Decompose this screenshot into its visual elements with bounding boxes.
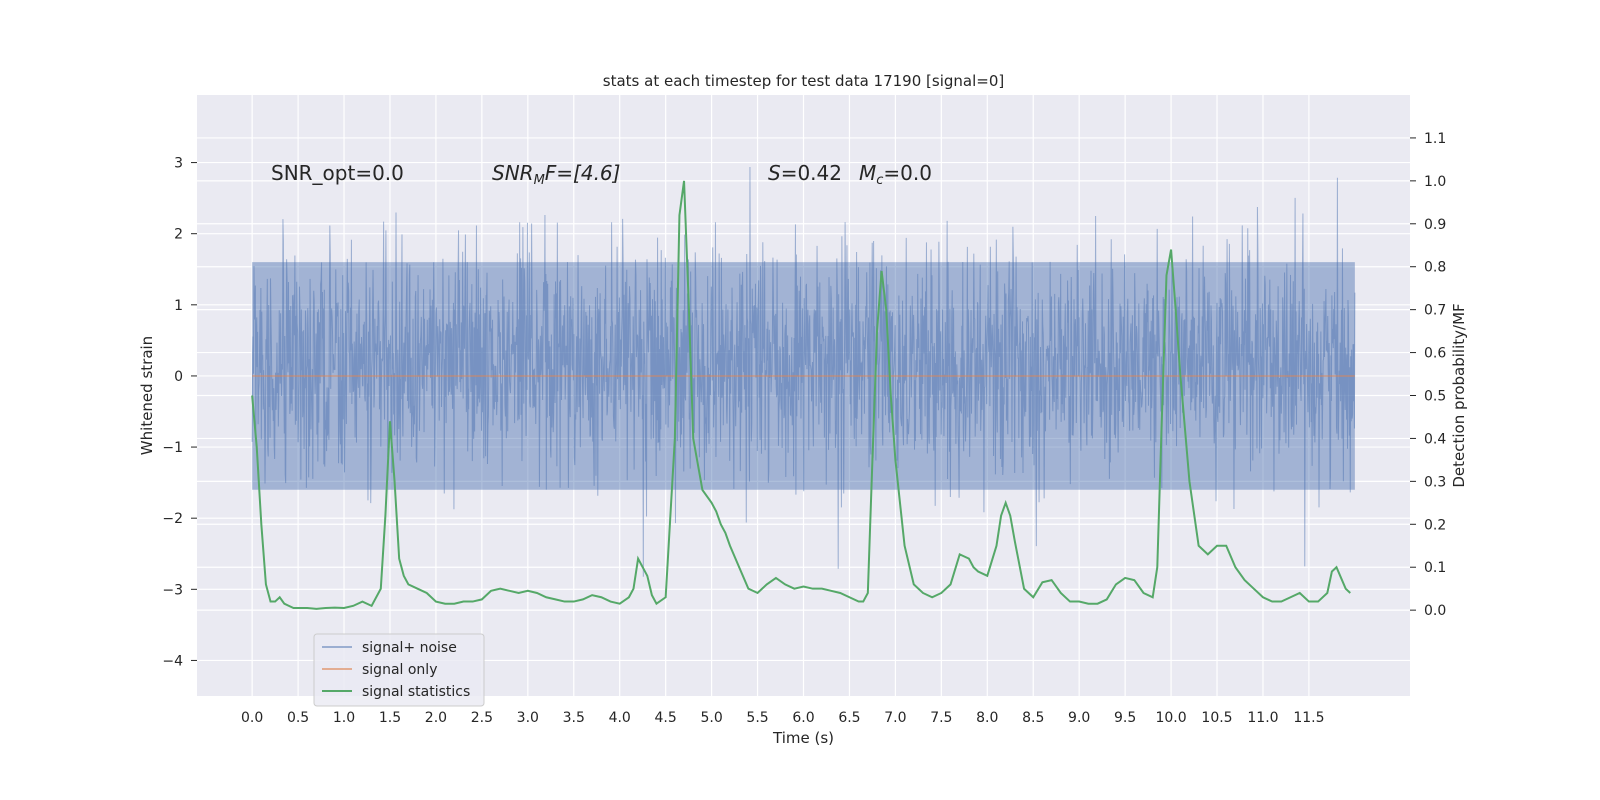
y-right-tick-label-5: 0.6 (1424, 346, 1446, 362)
annotation-snr-mf-main: SNR (492, 161, 534, 185)
y-right-tick-label-2: 0.9 (1424, 217, 1446, 233)
series-signal-noise (251, 167, 1356, 577)
x-tick-label-13: 6.5 (838, 710, 860, 726)
x-tick-label-7: 3.5 (563, 710, 585, 726)
y-right-tick-label-3: 0.8 (1424, 260, 1446, 276)
annotation-snr-mf-rest: F=[4.6] (545, 161, 621, 185)
y-left-tick-label-3: 0 (174, 369, 183, 385)
y-right-tick-label-11: 0.0 (1424, 603, 1446, 619)
x-tick-label-20: 10.0 (1155, 710, 1186, 726)
y-left-tick-label-6: −3 (162, 582, 183, 598)
annotation-mc-var: M (859, 161, 876, 185)
x-tick-label-15: 7.5 (930, 710, 952, 726)
x-tick-label-18: 9.0 (1068, 710, 1090, 726)
x-tick-label-1: 0.5 (287, 710, 309, 726)
legend-label-signal-noise: signal+ noise (362, 640, 457, 656)
annotation-mc: Mc=0.0 (859, 161, 932, 188)
annotation-mc-val: =0.0 (883, 161, 932, 185)
y-left-tick-label-4: −1 (162, 440, 183, 456)
series-signal-statistics (251, 180, 1351, 610)
x-tick-label-5: 2.5 (471, 710, 493, 726)
chart-title: stats at each timestep for test data 171… (603, 72, 1004, 90)
y-left-tick-label-0: 3 (174, 156, 183, 172)
grid (197, 95, 1410, 696)
x-tick-label-16: 8.0 (976, 710, 998, 726)
y-right-axis-label: Detection probability/MF (1450, 303, 1468, 487)
y-right-tick-label-1: 1.0 (1424, 174, 1446, 190)
x-tick-label-21: 10.5 (1201, 710, 1232, 726)
legend: signal+ noise signal only signal statist… (313, 633, 485, 707)
y-right-tick-label-6: 0.5 (1424, 389, 1446, 405)
x-tick-label-10: 5.0 (700, 710, 722, 726)
y-right-tick-label-10: 0.1 (1424, 560, 1446, 576)
x-axis-ticks: 0.0 0.5 1.0 1.5 2.0 2.5 3.0 3.5 4.0 4.5 5.0 5.5 6.0 6… (241, 710, 1324, 726)
y-left-tick-label-2: 1 (174, 298, 183, 314)
annotation-snr-mf-sub: M (534, 173, 545, 188)
y-left-tick-label-1: 2 (174, 227, 183, 243)
y-right-tick-label-8: 0.3 (1424, 474, 1446, 490)
x-tick-label-22: 11.0 (1247, 710, 1278, 726)
legend-label-signal-only: signal only (362, 662, 437, 678)
annotation-s-val: =0.42 (781, 161, 842, 185)
y-right-tick-label-4: 0.7 (1424, 303, 1446, 319)
series-layer (251, 180, 1355, 610)
y-left-axis-label: Whitened strain (138, 336, 156, 455)
x-tick-label-6: 3.0 (517, 710, 539, 726)
y-right-tick-label-9: 0.2 (1424, 517, 1446, 533)
y-left-tick-label-7: −4 (162, 653, 183, 669)
x-tick-label-11: 5.5 (746, 710, 768, 726)
x-tick-label-12: 6.0 (792, 710, 814, 726)
x-tick-label-9: 4.5 (655, 710, 677, 726)
y-left-tick-label-5: −2 (162, 511, 183, 527)
y-left-axis-ticks: 3 2 1 0 −1 −2 −3 −4 (162, 156, 197, 669)
y-right-tick-label-0: 1.1 (1424, 131, 1446, 147)
annotation-mc-sub: c (876, 173, 883, 188)
legend-box (313, 633, 485, 707)
annotation-snr-opt: SNR_opt=0.0 (271, 161, 404, 185)
x-tick-label-14: 7.0 (884, 710, 906, 726)
x-tick-label-0: 0.0 (241, 710, 263, 726)
x-tick-label-8: 4.0 (609, 710, 631, 726)
x-tick-label-4: 2.0 (425, 710, 447, 726)
legend-label-signal-statistics: signal statistics (362, 684, 470, 700)
annotation-snr-mf: SNRMF=[4.6] (492, 161, 620, 188)
annotation-s-var: S (768, 161, 781, 185)
y-right-axis-ticks: 1.1 1.0 0.9 0.8 0.7 0.6 0.5 0.4 0.3 0.2 0.1 0.0 (1410, 131, 1446, 619)
x-tick-label-3: 1.5 (379, 710, 401, 726)
x-tick-label-23: 11.5 (1293, 710, 1324, 726)
annotations: SNR_opt=0.0 SNRMF=[4.6] S=0.42 Mc=0.0 (271, 161, 932, 188)
x-axis-label: Time (s) (772, 729, 834, 747)
x-tick-label-17: 8.5 (1022, 710, 1044, 726)
y-right-tick-label-7: 0.4 (1424, 431, 1446, 447)
annotation-s: S=0.42 (768, 161, 842, 185)
x-tick-label-2: 1.0 (333, 710, 355, 726)
x-tick-label-19: 9.5 (1114, 710, 1136, 726)
